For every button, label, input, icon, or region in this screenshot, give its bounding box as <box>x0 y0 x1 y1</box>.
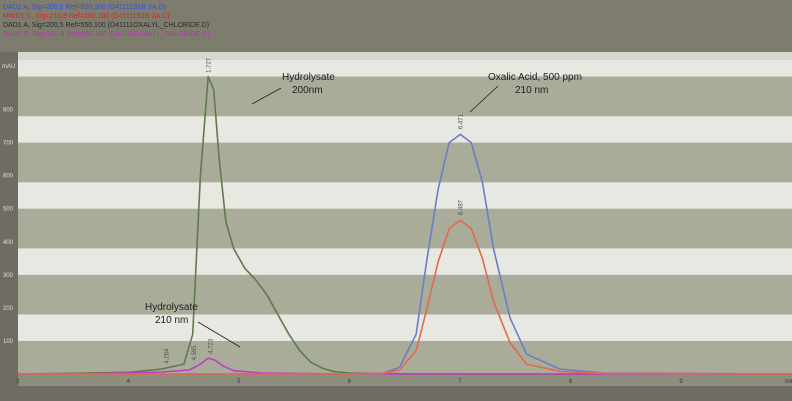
x-tick-label: 9 <box>679 379 683 385</box>
grid-band <box>18 248 792 275</box>
grid-band <box>18 314 792 341</box>
annotation: 200nm <box>292 85 323 96</box>
grid-band <box>18 182 792 209</box>
peak-label: 4.595 <box>192 345 198 361</box>
x-axis-strip <box>18 374 792 386</box>
y-tick-label: 500 <box>3 207 14 213</box>
annotation: Hydrolysate <box>145 302 198 313</box>
annotation: Oxalic Acid, 500 ppm <box>488 72 582 83</box>
x-tick-label: 7 <box>458 379 462 385</box>
annotation: 210 nm <box>515 85 548 96</box>
legend-entry: DAD1 A, Sig=200,5 Ref=550,100 (D41111OXA… <box>3 22 210 29</box>
chart-legend: DAD1 A, Sig=200,5 Ref=550,100 (D41111S1B… <box>0 0 792 52</box>
x-tick-label: min <box>784 379 792 385</box>
y-tick-label: 400 <box>3 240 14 246</box>
peak-label: 6.487 <box>458 199 464 215</box>
y-axis-label: mAU <box>2 64 15 70</box>
y-tick-label: 700 <box>3 141 14 147</box>
legend-entry: DAD1 C, Sig=210,8 Ref=360,100 (D41111OXA… <box>3 31 210 38</box>
x-tick-label: 3 <box>16 379 20 385</box>
annotation: 210 nm <box>155 315 188 326</box>
y-tick-label: 200 <box>3 306 14 312</box>
x-tick-label: 8 <box>569 379 573 385</box>
legend-entry: MWD1 C, Sig=210,8 Ref=360,100 (D41111S1B… <box>3 13 170 20</box>
y-tick-label: 800 <box>3 108 14 114</box>
x-tick-label: 4 <box>127 379 131 385</box>
series-line <box>18 133 792 375</box>
y-tick-label: 600 <box>3 174 14 180</box>
y-tick-label: 300 <box>3 273 14 279</box>
grid-band <box>18 52 792 77</box>
annotation-arrow <box>251 87 282 105</box>
annotation-arrow <box>469 85 499 113</box>
peak-label: 4.723 <box>209 338 215 354</box>
legend-entry: DAD1 A, Sig=200,5 Ref=550,100 (D41111S1B… <box>3 4 167 11</box>
peak-label: 4.264 <box>164 348 170 364</box>
series-line <box>18 219 792 375</box>
y-tick-label: 100 <box>3 339 14 345</box>
grid-band <box>18 116 792 143</box>
annotation: Hydrolysate <box>282 72 335 83</box>
x-tick-label: 6 <box>348 379 352 385</box>
x-tick-label: 5 <box>237 379 241 385</box>
annotation-arrow <box>197 321 241 348</box>
peak-label: 6.471 <box>458 113 464 129</box>
chromatogram-plot: mAU 100 200 300 400 500 600 700 800 3 4 5 6 7 8 9 min 1… <box>0 52 792 401</box>
peak-label: 1.727 <box>206 57 212 73</box>
